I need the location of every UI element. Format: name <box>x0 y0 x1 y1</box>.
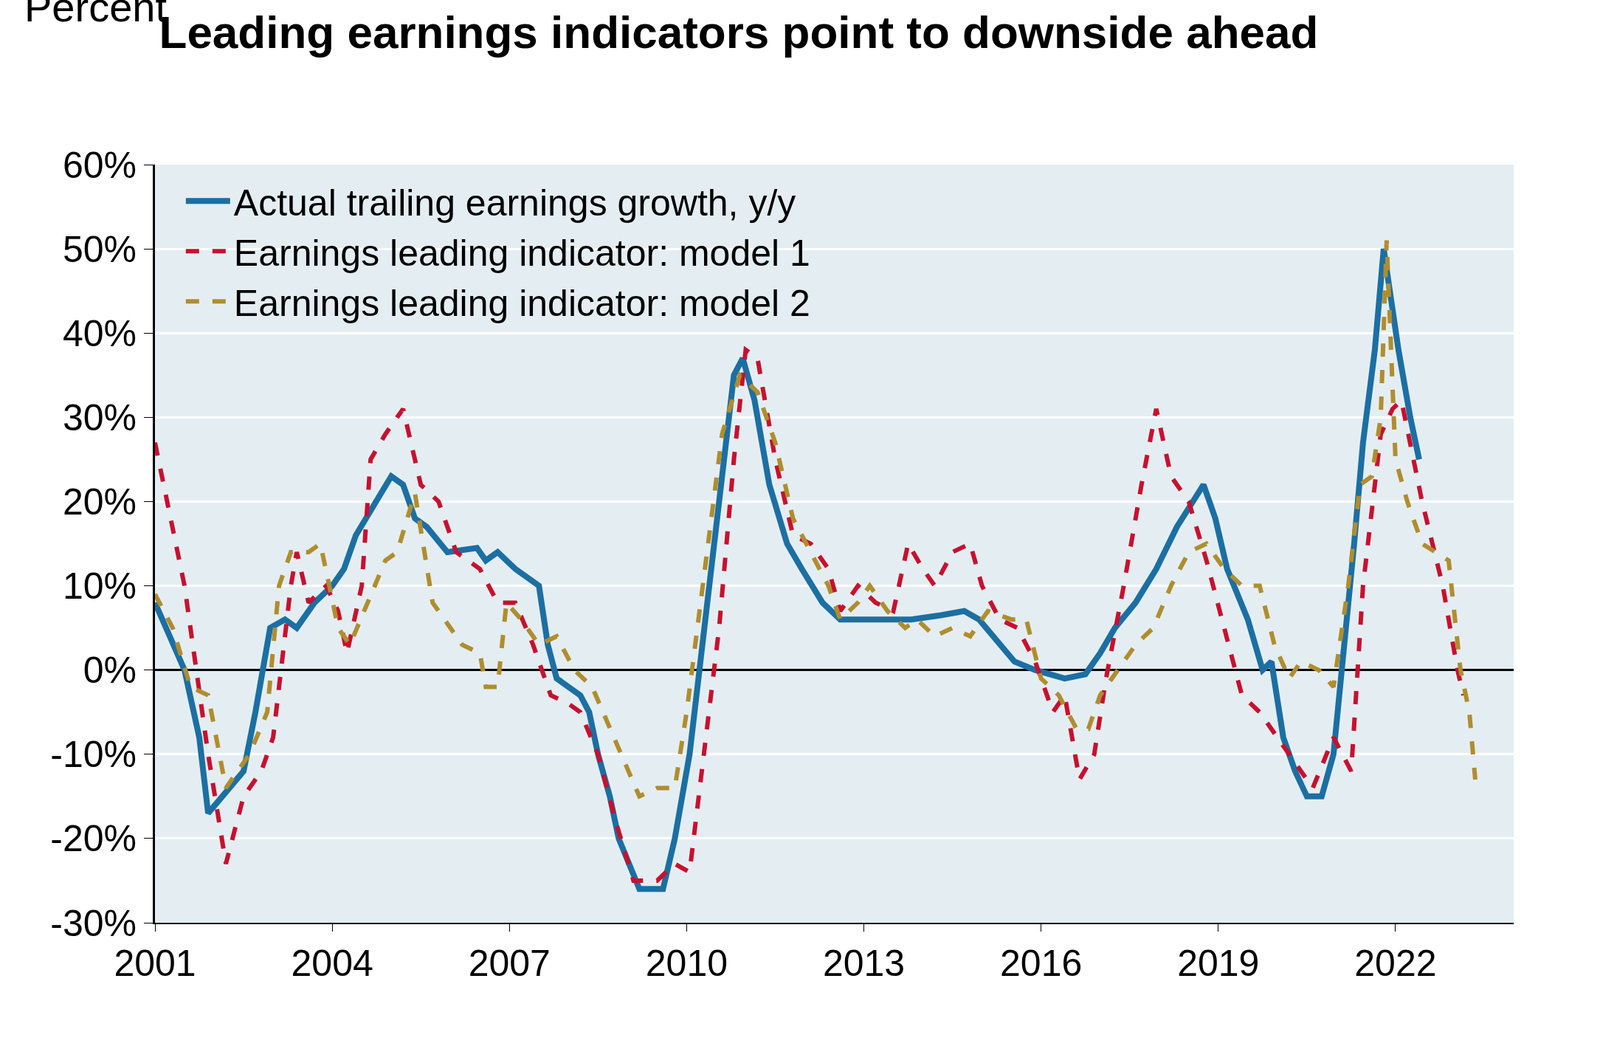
svg-text:2004: 2004 <box>291 942 374 984</box>
svg-text:10%: 10% <box>62 565 137 607</box>
svg-text:2016: 2016 <box>1000 942 1082 984</box>
svg-text:2010: 2010 <box>645 942 728 984</box>
svg-text:-30%: -30% <box>50 902 137 944</box>
svg-text:0%: 0% <box>83 649 137 691</box>
svg-text:Percent: Percent <box>24 0 167 31</box>
svg-text:Leading earnings indicators po: Leading earnings indicators point to dow… <box>159 6 1319 58</box>
svg-text:-20%: -20% <box>50 817 137 860</box>
svg-text:Actual trailing earnings growt: Actual trailing earnings growth, y/y <box>233 182 796 224</box>
svg-text:40%: 40% <box>62 312 137 355</box>
svg-text:-10%: -10% <box>50 733 137 775</box>
svg-text:2019: 2019 <box>1177 942 1260 984</box>
svg-text:2007: 2007 <box>468 942 551 984</box>
svg-text:2022: 2022 <box>1354 942 1437 984</box>
svg-text:Source: Morgan Stanley US Equi: Source: Morgan Stanley US Equity Strateg… <box>24 1056 956 1063</box>
svg-text:2001: 2001 <box>113 942 196 984</box>
svg-text:50%: 50% <box>62 228 137 271</box>
svg-text:Earnings leading indicator: mo: Earnings leading indicator: model 2 <box>233 282 811 324</box>
svg-text:2013: 2013 <box>822 942 905 984</box>
svg-text:20%: 20% <box>62 481 137 523</box>
svg-text:Earnings leading indicator: mo: Earnings leading indicator: model 1 <box>233 232 811 274</box>
svg-text:60%: 60% <box>62 144 137 186</box>
svg-text:30%: 30% <box>62 397 137 439</box>
